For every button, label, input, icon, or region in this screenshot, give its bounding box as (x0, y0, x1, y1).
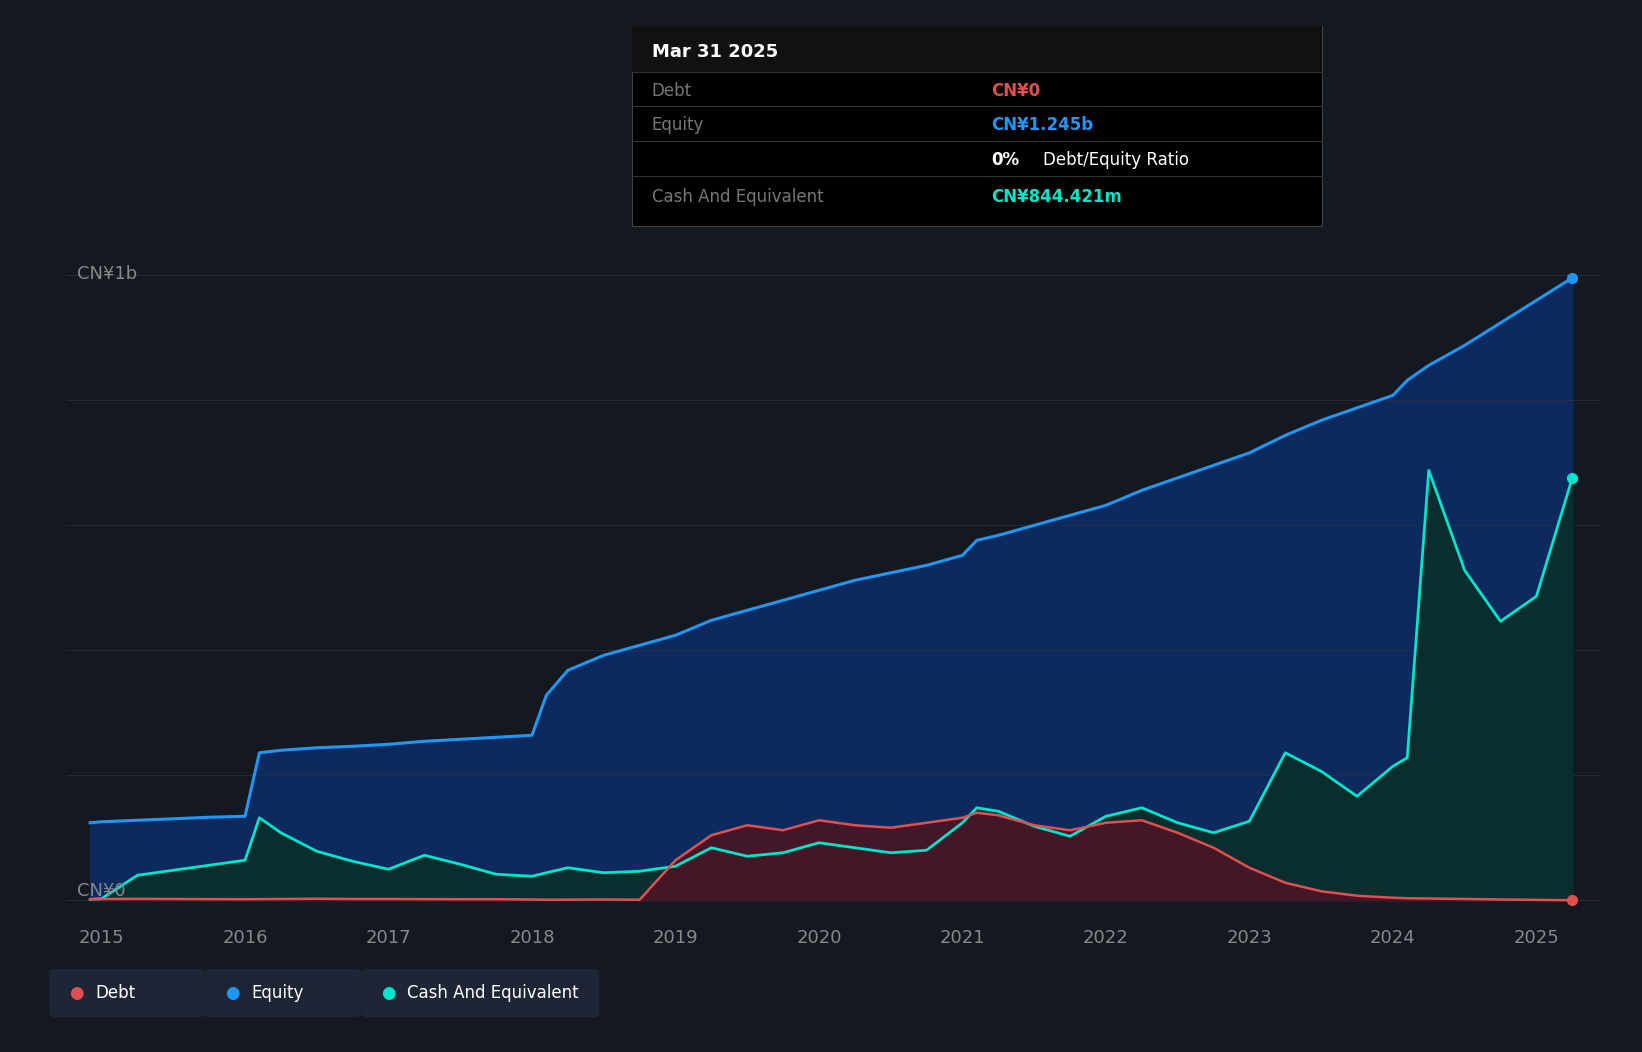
Text: ●: ● (381, 984, 396, 1003)
Text: CN¥0: CN¥0 (990, 82, 1039, 100)
Text: CN¥1b: CN¥1b (77, 265, 138, 283)
Text: Debt/Equity Ratio: Debt/Equity Ratio (1043, 151, 1189, 169)
Text: CN¥844.421m: CN¥844.421m (990, 187, 1121, 205)
Text: Debt: Debt (95, 984, 135, 1003)
Text: Mar 31 2025: Mar 31 2025 (652, 42, 778, 61)
Text: ●: ● (69, 984, 84, 1003)
Text: CN¥0: CN¥0 (77, 883, 126, 901)
Text: CN¥1.245b: CN¥1.245b (990, 117, 1094, 135)
Text: Cash And Equivalent: Cash And Equivalent (652, 187, 824, 205)
Text: Equity: Equity (251, 984, 304, 1003)
Text: Debt: Debt (652, 82, 691, 100)
Text: Cash And Equivalent: Cash And Equivalent (407, 984, 580, 1003)
Text: 0%: 0% (990, 151, 1020, 169)
Text: ●: ● (225, 984, 240, 1003)
Text: Equity: Equity (652, 117, 704, 135)
